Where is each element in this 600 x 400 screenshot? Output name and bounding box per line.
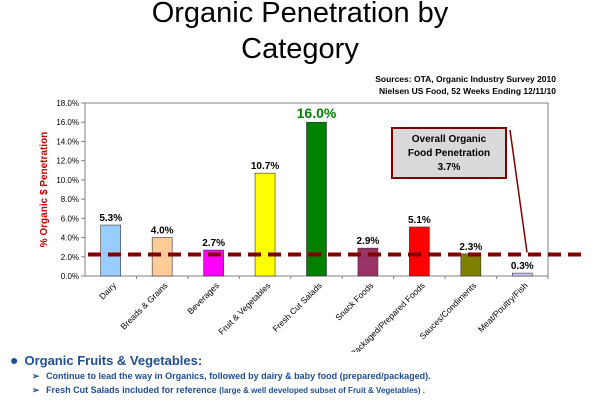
note-main-text: Organic Fruits & Vegetables: [24,352,203,368]
note-sub-2-detail: (large & well developed subset of Fruit … [219,386,425,395]
data-label: 2.7% [202,238,225,249]
x-tick-label: Beverages [185,280,221,316]
sources-line-1: Sources: OTA, Organic Industry Survey 20… [375,74,556,84]
bar-fresh-cut-salads [306,121,327,277]
note-sub-1-detail: (prepared/packaged). [339,371,431,381]
data-label: 0.3% [511,261,534,272]
y-tick-label: 4.0% [61,234,79,243]
arrow-bullet-icon: ➢ [32,371,40,381]
chart-title-line-2: Category [241,33,359,65]
y-tick-label: 18.0% [56,99,79,108]
bullet-icon: ● [10,352,19,368]
arrow-bullet-icon: ➢ [32,385,40,395]
bar-snack-foods [357,247,379,277]
x-tick-label: Sauces/Condiments [417,280,478,341]
annotation-text: Food Penetration [408,148,490,159]
data-label: 2.9% [357,236,380,247]
y-tick-label: 16.0% [56,118,79,127]
note-sub-2: ➢ Fresh Cut Salads included for referenc… [32,385,600,396]
y-tick-label: 14.0% [56,137,79,146]
bar-packaged-prepared-foods [409,226,430,277]
data-label: 5.1% [408,215,431,226]
bar-chart: 0.0% 2.0% 4.0% 6.0% 8.0% 10.0% 12.0% 14.0% 16.0%… [39,99,585,352]
note-sub-1: ➢ Continue to lead the way in Organics, … [32,371,600,382]
y-tick-label: 8.0% [61,195,79,204]
y-axis-label: % Organic $ Penetration [39,132,50,248]
bar-fruit-vegetables [254,172,276,277]
sources-line-2: Nielsen US Food, 52 Weeks Ending 12/11/1… [379,86,556,96]
data-label: 10.7% [251,161,279,172]
annotation-text: 3.7% [438,162,461,173]
x-tick-label: Fruit & Vegetables [216,280,272,336]
chart-title-line-1: Organic Penetration by [151,0,449,29]
data-label: 2.3% [459,242,482,253]
bar-dairy [100,224,122,277]
y-tick-label: 10.0% [56,176,79,185]
annotation-pointer [509,129,528,253]
data-label: 4.0% [151,226,174,237]
x-tick-label: Snack Foods [333,280,375,322]
note-sub-1-text: Continue to lead the way in Organics, fo… [46,371,338,381]
annotation-text: Overall Organic [412,134,487,145]
bar-meat-poultry-fish [511,272,533,277]
annotation-box [391,127,507,179]
x-tick-label: Breads & Grains [118,280,169,331]
y-tick-label: 0.0% [61,272,79,281]
note-sub-2-text: Fresh Cut Salads included for reference [46,385,217,395]
y-tick-label: 6.0% [61,214,79,223]
bar-breads-grains [151,237,173,277]
notes: ● Organic Fruits & Vegetables: ➢ Continu… [10,352,600,396]
data-label: 16.0% [297,105,337,121]
y-tick-label: 12.0% [56,157,79,166]
note-main: ● Organic Fruits & Vegetables: [10,352,600,368]
x-tick-label: Fresh Cut Salads [270,280,324,334]
bar-sauces-condiments [460,253,482,277]
bar-beverages [203,249,224,277]
y-tick-label: 2.0% [61,253,79,262]
x-tick-label: Dairy [97,280,119,302]
x-tick-label: Meat/Poultry/Fish [476,280,530,334]
data-label: 5.3% [99,213,122,224]
